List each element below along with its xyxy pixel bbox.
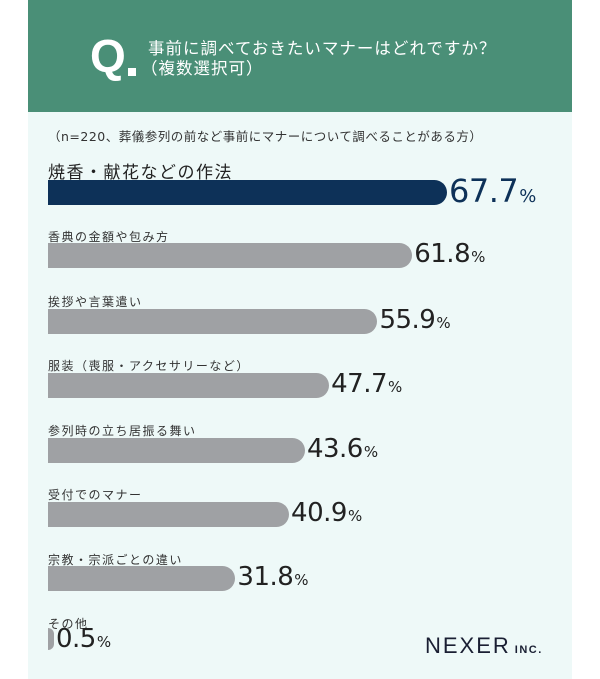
value-label: 0.5% xyxy=(56,624,111,654)
category-label: 焼香・献花などの作法 xyxy=(48,163,233,183)
bar xyxy=(48,438,305,463)
percent-sign: % xyxy=(363,443,379,461)
bar xyxy=(48,502,290,527)
q-dot-icon xyxy=(128,68,136,76)
bar xyxy=(48,243,413,268)
value-label: 67.7% xyxy=(449,172,536,210)
category-label: 参列時の立ち居振る舞い xyxy=(48,424,197,438)
value-number: 67.7 xyxy=(449,172,519,210)
percent-sign: % xyxy=(519,186,537,207)
category-label: 受付でのマナー xyxy=(48,488,143,502)
bar xyxy=(48,180,447,205)
bar xyxy=(48,628,54,650)
category-label: 宗教・宗派ごとの違い xyxy=(48,553,183,567)
value-label: 40.9% xyxy=(291,498,362,528)
percent-sign: % xyxy=(347,507,363,525)
value-label: 31.8% xyxy=(237,562,308,592)
percent-sign: % xyxy=(388,378,403,396)
category-label: 挨拶や言葉遣い xyxy=(48,295,143,309)
category-label: 服装（喪服・アクセサリーなど） xyxy=(48,359,250,373)
nexer-logo: NEXER INC. xyxy=(425,633,543,659)
value-number: 47.7 xyxy=(331,369,388,399)
value-label: 47.7% xyxy=(331,369,402,399)
value-number: 0.5 xyxy=(56,624,96,654)
logo-main: NEXER xyxy=(425,633,511,658)
percent-sign: % xyxy=(96,633,112,651)
value-label: 55.9% xyxy=(379,305,450,335)
value-number: 55.9 xyxy=(379,305,436,335)
percent-sign: % xyxy=(471,248,486,266)
q-mark: Q xyxy=(90,30,126,82)
category-label: 香典の金額や包み方 xyxy=(48,230,170,244)
logo-suffix: INC. xyxy=(514,644,543,656)
percent-sign: % xyxy=(294,571,309,589)
value-label: 43.6% xyxy=(307,434,378,464)
bar xyxy=(48,566,236,591)
bar xyxy=(48,309,378,334)
value-number: 43.6 xyxy=(306,434,363,464)
bar xyxy=(48,373,330,398)
percent-sign: % xyxy=(436,314,451,332)
value-label: 61.8% xyxy=(414,239,485,269)
question-header: Q 事前に調べておきたいマナーはどれですか？ （複数選択可） xyxy=(28,0,572,112)
category-label: その他 xyxy=(48,617,89,631)
value-number: 31.8 xyxy=(237,562,294,592)
question-subtitle: （複数選択可） xyxy=(141,59,264,78)
value-number: 40.9 xyxy=(291,498,347,528)
question-title: 事前に調べておきたいマナーはどれですか？ xyxy=(148,39,497,58)
value-number: 61.8 xyxy=(414,239,471,269)
sample-note: （n=220、葬儀参列の前など事前にマナーについて調べることがある方） xyxy=(48,129,483,144)
